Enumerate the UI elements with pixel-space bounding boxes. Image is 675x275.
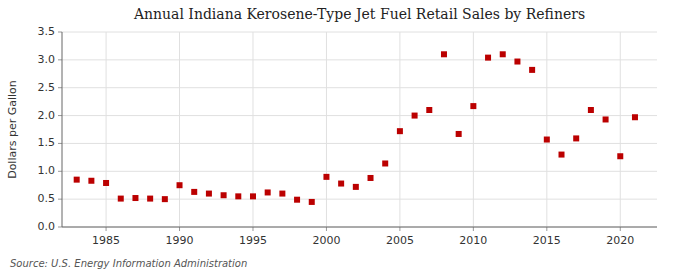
point xyxy=(485,55,491,61)
point xyxy=(426,107,432,113)
grid-line-x xyxy=(326,32,327,227)
point xyxy=(632,114,638,120)
grid-line-x xyxy=(620,32,621,227)
grid-line-y xyxy=(62,32,657,33)
grid-line-y xyxy=(62,115,657,116)
tick-x xyxy=(326,227,327,231)
y-axis-label: Dollars per Gallon xyxy=(6,80,19,179)
point xyxy=(529,67,535,73)
tick-x xyxy=(546,227,547,231)
tick-x xyxy=(620,227,621,231)
tick-y xyxy=(58,143,62,144)
point xyxy=(456,131,462,137)
point xyxy=(279,191,285,197)
point xyxy=(338,181,344,187)
point xyxy=(177,182,183,188)
point xyxy=(603,116,609,122)
grid-line-y xyxy=(62,227,657,228)
tick-label-y: 0.0 xyxy=(38,220,56,233)
tick-x xyxy=(106,227,107,231)
point xyxy=(397,128,403,134)
tick-y xyxy=(58,199,62,200)
point xyxy=(368,175,374,181)
x-axis-line xyxy=(62,227,657,228)
point xyxy=(132,195,138,201)
point xyxy=(294,197,300,203)
tick-label-y: 2.5 xyxy=(38,81,56,94)
grid-line-y xyxy=(62,87,657,88)
point xyxy=(265,189,271,195)
point xyxy=(323,174,329,180)
point xyxy=(382,160,388,166)
tick-label-x: 2000 xyxy=(312,234,340,247)
tick-label-y: 1.5 xyxy=(38,136,56,149)
tick-x xyxy=(399,227,400,231)
tick-label-x: 2005 xyxy=(386,234,414,247)
point xyxy=(103,180,109,186)
tick-label-x: 2010 xyxy=(459,234,487,247)
tick-y xyxy=(58,171,62,172)
tick-y xyxy=(58,227,62,228)
tick-label-x: 2020 xyxy=(606,234,634,247)
point xyxy=(118,196,124,202)
point xyxy=(441,51,447,57)
title: Annual Indiana Kerosene-Type Jet Fuel Re… xyxy=(133,6,585,22)
point xyxy=(191,189,197,195)
point xyxy=(162,196,168,202)
point xyxy=(309,199,315,205)
tick-x xyxy=(473,227,474,231)
grid xyxy=(62,32,657,227)
ticks: 0.0 0.5 1.0 1.5 2.0 2.5 3.0 3.5 1985 1990 1995 2000… xyxy=(38,25,635,247)
point xyxy=(206,191,212,197)
tick-label-y: 0.5 xyxy=(38,192,56,205)
point xyxy=(500,51,506,57)
point xyxy=(588,107,594,113)
tick-label-y: 3.5 xyxy=(38,25,56,38)
tick-x xyxy=(179,227,180,231)
tick-y xyxy=(58,32,62,33)
grid-line-x xyxy=(546,32,547,227)
point xyxy=(235,193,241,199)
point xyxy=(74,177,80,183)
grid-line-x xyxy=(179,32,180,227)
grid-line-x xyxy=(473,32,474,227)
point xyxy=(514,59,520,65)
tick-label-x: 1990 xyxy=(166,234,194,247)
grid-line-y xyxy=(62,143,657,144)
grid-line-y xyxy=(62,59,657,60)
y-axis-line xyxy=(62,32,63,227)
tick-label-x: 2015 xyxy=(533,234,561,247)
tick-y xyxy=(58,87,62,88)
point xyxy=(412,113,418,119)
point xyxy=(221,192,227,198)
grid-line-y xyxy=(62,171,657,172)
point xyxy=(250,193,256,199)
tick-y xyxy=(58,59,62,60)
point xyxy=(559,152,565,158)
points xyxy=(74,51,638,205)
tick-y xyxy=(58,115,62,116)
chart: 0.0 0.5 1.0 1.5 2.0 2.5 3.0 3.5 1985 1990 1995 2000… xyxy=(0,0,675,275)
point xyxy=(470,103,476,109)
point xyxy=(544,137,550,143)
tick-label-x: 1985 xyxy=(92,234,120,247)
tick-label-y: 1.0 xyxy=(38,164,56,177)
tick-label-x: 1995 xyxy=(239,234,267,247)
point xyxy=(573,135,579,141)
tick-label-y: 3.0 xyxy=(38,53,56,66)
point xyxy=(88,178,94,184)
tick-x xyxy=(252,227,253,231)
point xyxy=(617,153,623,159)
source-note: Source: U.S. Energy Information Administ… xyxy=(10,258,247,269)
point xyxy=(147,196,153,202)
tick-label-y: 2.0 xyxy=(38,109,56,122)
grid-line-x xyxy=(106,32,107,227)
point xyxy=(353,184,359,190)
